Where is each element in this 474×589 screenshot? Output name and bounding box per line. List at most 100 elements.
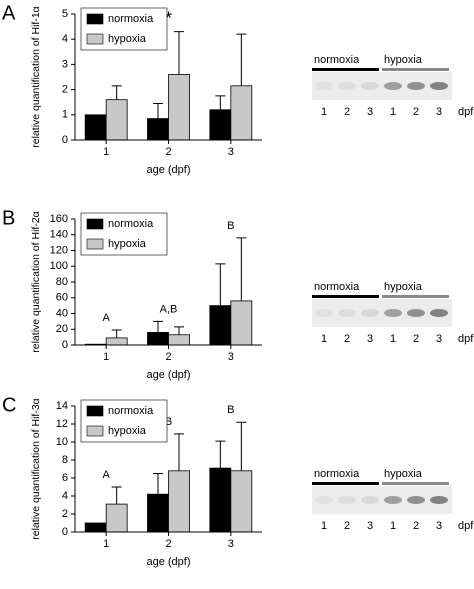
y-tick-label: 4 bbox=[62, 33, 68, 45]
blot-lane-label: 2 bbox=[413, 106, 419, 118]
bar bbox=[84, 114, 107, 141]
y-tick-label: 4 bbox=[62, 490, 68, 502]
blot-band bbox=[407, 496, 425, 504]
blot-unit: dpf bbox=[458, 520, 474, 532]
y-tick-label: 0 bbox=[62, 339, 68, 351]
legend-swatch bbox=[86, 218, 104, 230]
y-tick-label: 10 bbox=[56, 436, 68, 448]
error-bar bbox=[153, 473, 163, 495]
y-tick-label: 120 bbox=[50, 244, 68, 256]
legend-label: hypoxia bbox=[108, 33, 147, 45]
x-axis-label: age (dpf) bbox=[146, 164, 190, 176]
legend-swatch bbox=[86, 238, 104, 250]
bar bbox=[230, 300, 253, 346]
bar bbox=[147, 118, 169, 141]
annotation: * bbox=[165, 8, 172, 28]
y-tick-label: 40 bbox=[56, 307, 68, 319]
y-tick-label: 1 bbox=[62, 109, 68, 121]
y-tick-label: 0 bbox=[62, 134, 68, 146]
blot-band bbox=[430, 309, 448, 317]
legend-label: normoxia bbox=[108, 405, 154, 417]
x-axis-label: age (dpf) bbox=[146, 556, 190, 568]
legend-label: normoxia bbox=[108, 13, 154, 25]
blot-band bbox=[430, 496, 448, 504]
blot-group-label: normoxia bbox=[314, 281, 360, 293]
blot-lane-label: 2 bbox=[344, 106, 350, 118]
y-tick-label: 0 bbox=[62, 526, 68, 538]
blot-band bbox=[430, 82, 448, 90]
x-tick-label: 1 bbox=[103, 146, 109, 158]
error-bar bbox=[174, 326, 184, 335]
blot-lane-label: 2 bbox=[413, 333, 419, 345]
blot-group-bar bbox=[312, 68, 379, 71]
blot-lane-label: 1 bbox=[321, 520, 327, 532]
bar bbox=[168, 74, 190, 141]
error-bar bbox=[111, 486, 122, 505]
blot-group-label: normoxia bbox=[314, 468, 360, 480]
bar bbox=[168, 470, 190, 533]
blot-band bbox=[361, 82, 379, 90]
axes bbox=[74, 406, 262, 533]
blot-lane-label: 3 bbox=[367, 333, 373, 345]
blot-lane-label: 3 bbox=[436, 106, 442, 118]
y-tick-label: 6 bbox=[62, 472, 68, 484]
y-tick-label: 2 bbox=[62, 508, 68, 520]
x-tick-label: 2 bbox=[165, 351, 171, 363]
annotation: B bbox=[227, 220, 234, 232]
annotation: A,B bbox=[160, 303, 178, 315]
blot-band bbox=[315, 496, 333, 504]
y-axis-label: relative quantification of Hif-2α bbox=[30, 211, 42, 352]
blot-lane-label: 2 bbox=[344, 333, 350, 345]
x-tick-label: 1 bbox=[103, 538, 109, 550]
blot-unit: dpf bbox=[458, 333, 474, 345]
bar bbox=[209, 305, 232, 346]
bar bbox=[105, 337, 128, 346]
bar bbox=[168, 334, 190, 346]
bar bbox=[84, 522, 107, 533]
x-tick-label: 3 bbox=[228, 538, 234, 550]
annotation: A bbox=[102, 469, 110, 481]
panel-letter: C bbox=[2, 394, 16, 416]
y-tick-label: 20 bbox=[56, 323, 68, 335]
annotation: A bbox=[102, 312, 110, 324]
panel-letter: A bbox=[2, 2, 16, 24]
bar bbox=[209, 467, 232, 533]
legend-label: hypoxia bbox=[108, 425, 147, 437]
blot-lane-label: 3 bbox=[436, 333, 442, 345]
blot-lane-label: 1 bbox=[390, 106, 396, 118]
error-bar bbox=[215, 95, 226, 110]
bar bbox=[230, 85, 253, 141]
legend-label: normoxia bbox=[108, 218, 154, 230]
y-tick-label: 140 bbox=[50, 229, 68, 241]
y-tick-label: 3 bbox=[62, 58, 68, 70]
y-tick-label: 5 bbox=[62, 8, 68, 20]
y-tick-label: 8 bbox=[62, 454, 68, 466]
error-bar bbox=[174, 31, 184, 75]
legend-swatch bbox=[86, 33, 104, 45]
blot-group-bar bbox=[382, 482, 449, 485]
error-bar bbox=[174, 433, 184, 471]
blot-band bbox=[361, 496, 379, 504]
axes bbox=[74, 14, 262, 141]
x-tick-label: 3 bbox=[228, 146, 234, 158]
blot-band bbox=[384, 309, 402, 317]
error-bar bbox=[111, 85, 122, 100]
blot-group-label: hypoxia bbox=[384, 281, 423, 293]
legend-swatch bbox=[86, 425, 104, 437]
blot-lane-label: 3 bbox=[367, 106, 373, 118]
bar bbox=[147, 493, 169, 533]
blot-band bbox=[407, 309, 425, 317]
error-bar bbox=[236, 33, 247, 86]
blot-band bbox=[315, 309, 333, 317]
error-bar bbox=[215, 263, 226, 306]
blot-lane-label: 3 bbox=[436, 520, 442, 532]
y-tick-label: 12 bbox=[56, 418, 68, 430]
y-tick-label: 80 bbox=[56, 276, 68, 288]
error-bar bbox=[236, 237, 247, 301]
blot-band bbox=[361, 309, 379, 317]
blot-group-label: hypoxia bbox=[384, 54, 423, 66]
y-axis-label: relative quantification of Hif-1α bbox=[30, 6, 42, 147]
x-tick-label: 2 bbox=[165, 538, 171, 550]
error-bar bbox=[153, 320, 163, 333]
